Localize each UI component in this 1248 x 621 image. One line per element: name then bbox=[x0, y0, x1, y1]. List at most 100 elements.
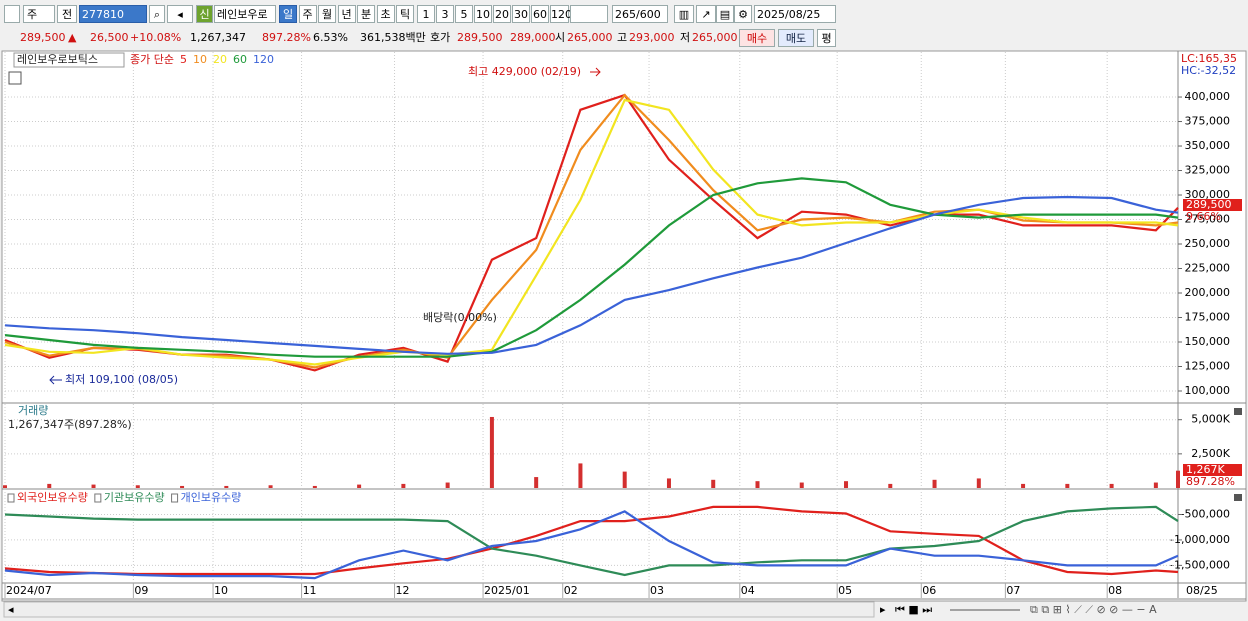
y-tick-label: 300,000 bbox=[1185, 188, 1231, 201]
change-pct: +10.08% bbox=[130, 31, 182, 44]
buy-button[interactable]: 매수 bbox=[739, 29, 775, 47]
max-count: /600 bbox=[636, 8, 661, 21]
ask-label: 호가 bbox=[430, 31, 451, 44]
date-input[interactable]: 2025/08/25 bbox=[754, 5, 836, 23]
volume-bar bbox=[47, 483, 52, 488]
interval-button[interactable]: 분 bbox=[357, 5, 375, 23]
legend-entry: 기관보유수량 bbox=[104, 491, 165, 504]
x-tick-label: 12 bbox=[396, 584, 410, 597]
legend-marker bbox=[94, 493, 102, 503]
volume-bar bbox=[755, 481, 760, 488]
sell-button[interactable]: 매도 bbox=[778, 29, 814, 47]
legend-entry: 20 bbox=[213, 53, 227, 66]
annotation: 배당락(0.00%) bbox=[423, 311, 497, 324]
bid: 289,000 bbox=[510, 31, 556, 44]
interval-button[interactable]: 10 bbox=[474, 5, 492, 23]
annotation-arrow bbox=[49, 375, 62, 385]
interval-button[interactable]: 년 bbox=[337, 5, 356, 23]
interval-button[interactable]: 1 bbox=[417, 5, 435, 23]
volume-bar bbox=[666, 478, 671, 488]
count: 265 bbox=[615, 8, 636, 21]
series-line bbox=[4, 505, 1179, 577]
tool-icon[interactable]: ▤ bbox=[716, 5, 734, 23]
low: 265,000 bbox=[692, 31, 738, 44]
volume: 1,267,347 bbox=[190, 31, 246, 44]
chart-area: ◂ ▸ ⏮ ■ ⏭ ⧉ ⧉ ⊞ ⌇ ⟋ ⟋ ⊘ ⊘ — − A 100,000 1… bbox=[1, 50, 1247, 618]
interval-button[interactable]: 틱 bbox=[396, 5, 414, 23]
tool-icon[interactable]: ↗ bbox=[696, 5, 716, 23]
interval-button[interactable]: 일 bbox=[279, 5, 297, 23]
drawing-tools[interactable]: ⧉ ⧉ ⊞ ⌇ ⟋ ⟋ ⊘ ⊘ — − A bbox=[1030, 603, 1157, 616]
low-label: 저 bbox=[680, 31, 691, 44]
search-button[interactable]: ⌕ bbox=[149, 5, 165, 23]
interval-button[interactable]: 초 bbox=[376, 5, 395, 23]
price: 289,500 bbox=[20, 31, 66, 44]
x-tick-label: 09 bbox=[134, 584, 148, 597]
price-tag bbox=[1183, 199, 1242, 211]
volume-tag bbox=[1183, 464, 1242, 476]
interval-button[interactable]: 120 bbox=[550, 5, 572, 23]
volume-bar bbox=[268, 485, 273, 488]
interval-button[interactable]: 30 bbox=[512, 5, 530, 23]
hc-label: HC:-32,52 bbox=[1181, 64, 1236, 77]
tool-icon[interactable]: ▥ bbox=[674, 5, 694, 23]
scroll-right[interactable]: ▸ bbox=[880, 603, 886, 616]
period-button[interactable]: 주 bbox=[23, 5, 55, 23]
interval-button[interactable]: 5 bbox=[455, 5, 473, 23]
interval-button[interactable]: 20 bbox=[493, 5, 511, 23]
stock-name[interactable]: 레인보우로 bbox=[214, 5, 276, 23]
table-icon[interactable] bbox=[8, 71, 22, 85]
volume-bar bbox=[357, 484, 362, 488]
interval-button[interactable]: 월 bbox=[318, 5, 336, 23]
legend-label: 종가 단순 bbox=[130, 53, 174, 66]
code-input[interactable]: 277810 bbox=[79, 5, 147, 23]
prev-button[interactable]: 전 bbox=[57, 5, 77, 23]
volume-bar bbox=[1065, 483, 1070, 488]
interval-button[interactable]: 60 bbox=[531, 5, 549, 23]
avg-button[interactable]: 평 bbox=[817, 29, 836, 47]
volume-bar bbox=[135, 485, 140, 488]
menu-icon[interactable] bbox=[4, 5, 20, 23]
new-badge[interactable]: 신 bbox=[196, 5, 213, 23]
blank-select[interactable] bbox=[570, 5, 608, 23]
scrollbar[interactable] bbox=[3, 601, 875, 618]
y-tick-label: -1,000,000 bbox=[1170, 533, 1230, 546]
legend-entry: 120 bbox=[253, 53, 274, 66]
y-tick-label: 400,000 bbox=[1185, 90, 1231, 103]
legend-entry: 개인보유수량 bbox=[181, 491, 242, 504]
x-tick-label: 02 bbox=[564, 584, 578, 597]
legend-entry: 10 bbox=[193, 53, 207, 66]
y-tick-label: -1,500,000 bbox=[1170, 558, 1230, 571]
last-change: 9.66% bbox=[1186, 210, 1221, 223]
close-icon[interactable] bbox=[1234, 494, 1242, 501]
x-tick-label: 07 bbox=[1006, 584, 1020, 597]
legend-marker bbox=[7, 493, 15, 503]
interval-button[interactable]: 3 bbox=[436, 5, 454, 23]
volume-bar bbox=[91, 484, 96, 488]
sound-button[interactable]: ◂ bbox=[167, 5, 193, 23]
x-tick-label: 2025/01 bbox=[484, 584, 530, 597]
y-tick-label: -500,000 bbox=[1181, 508, 1230, 521]
settings-icon[interactable]: ⚙ bbox=[734, 5, 752, 23]
close-icon[interactable] bbox=[1234, 408, 1242, 415]
volume-bar bbox=[224, 485, 229, 488]
volume-bar bbox=[578, 463, 583, 488]
volume-bar bbox=[888, 483, 893, 488]
last-volume: 1,267K bbox=[1186, 463, 1225, 476]
playback-controls[interactable]: ⏮ ■ ⏭ bbox=[895, 603, 932, 616]
scroll-left[interactable]: ◂ bbox=[8, 603, 14, 616]
annotation: 최저 109,100 (08/05) bbox=[65, 373, 178, 386]
turnover: 6.53% bbox=[313, 31, 348, 44]
y-tick-label: 275,000 bbox=[1185, 213, 1231, 226]
interval-button[interactable]: 주 bbox=[298, 5, 317, 23]
y-tick-label: 100,000 bbox=[1185, 384, 1231, 397]
arrow: ▲ bbox=[68, 31, 77, 44]
legend-entry: 5 bbox=[180, 53, 187, 66]
y-tick-label: 175,000 bbox=[1185, 310, 1231, 323]
y-tick-label: 325,000 bbox=[1185, 164, 1231, 177]
y-tick-label: 200,000 bbox=[1185, 286, 1231, 299]
y-tick-label: 2,500K bbox=[1191, 447, 1230, 460]
count-box[interactable]: 265/600 bbox=[612, 5, 668, 23]
high: 293,000 bbox=[629, 31, 675, 44]
